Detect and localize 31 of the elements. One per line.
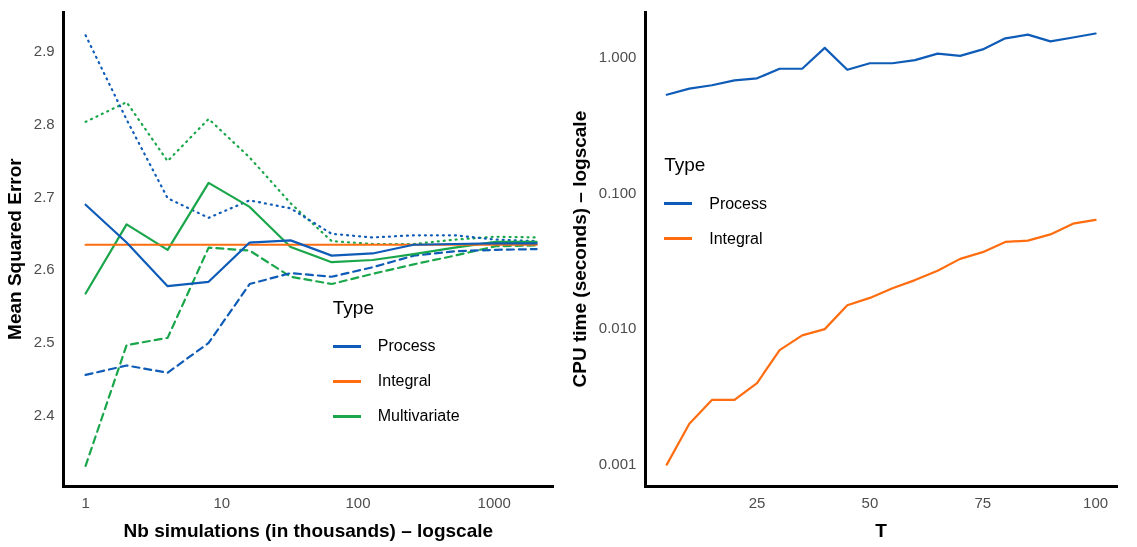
y-tick-label: 2.6 <box>33 260 55 278</box>
x-tick-label: 10 <box>213 494 231 512</box>
x-tick-label: 100 <box>1083 494 1109 512</box>
x-axis-title: Nb simulations (in thousands) – logscale <box>123 519 494 541</box>
legend-label: Multivariate <box>377 407 460 426</box>
legend-title: Type <box>664 154 707 177</box>
legend-title: Type <box>332 296 375 319</box>
y-tick-label: 0.010 <box>598 319 637 337</box>
line-series <box>84 244 538 467</box>
x-tick-label: 50 <box>861 494 879 512</box>
line-series <box>84 101 538 246</box>
y-tick-label: 0.001 <box>598 454 637 472</box>
y-tick-label: 2.9 <box>33 42 55 60</box>
y-tick-label: 1.000 <box>598 48 637 66</box>
legend-label: Integral <box>709 229 763 248</box>
x-tick-label: 1 <box>81 494 90 512</box>
y-axis-title: Mean Squared Error <box>3 157 25 340</box>
x-tick-label: 1000 <box>477 494 511 512</box>
y-tick-label: 2.5 <box>33 333 55 351</box>
y-tick-label: 2.8 <box>33 114 55 132</box>
x-axis-title: T <box>875 519 888 541</box>
y-tick-label: 2.4 <box>33 405 55 423</box>
x-tick-label: 100 <box>345 494 371 512</box>
legend-label: Process <box>377 337 436 356</box>
y-tick-label: 0.100 <box>598 183 637 201</box>
x-tick-label: 25 <box>748 494 766 512</box>
x-tick-label: 75 <box>974 494 992 512</box>
y-tick-label: 2.7 <box>33 187 55 205</box>
legend-label: Process <box>709 194 767 213</box>
y-axis-title: CPU time (seconds) – logscale <box>568 110 590 388</box>
legend-label: Integral <box>377 372 432 391</box>
